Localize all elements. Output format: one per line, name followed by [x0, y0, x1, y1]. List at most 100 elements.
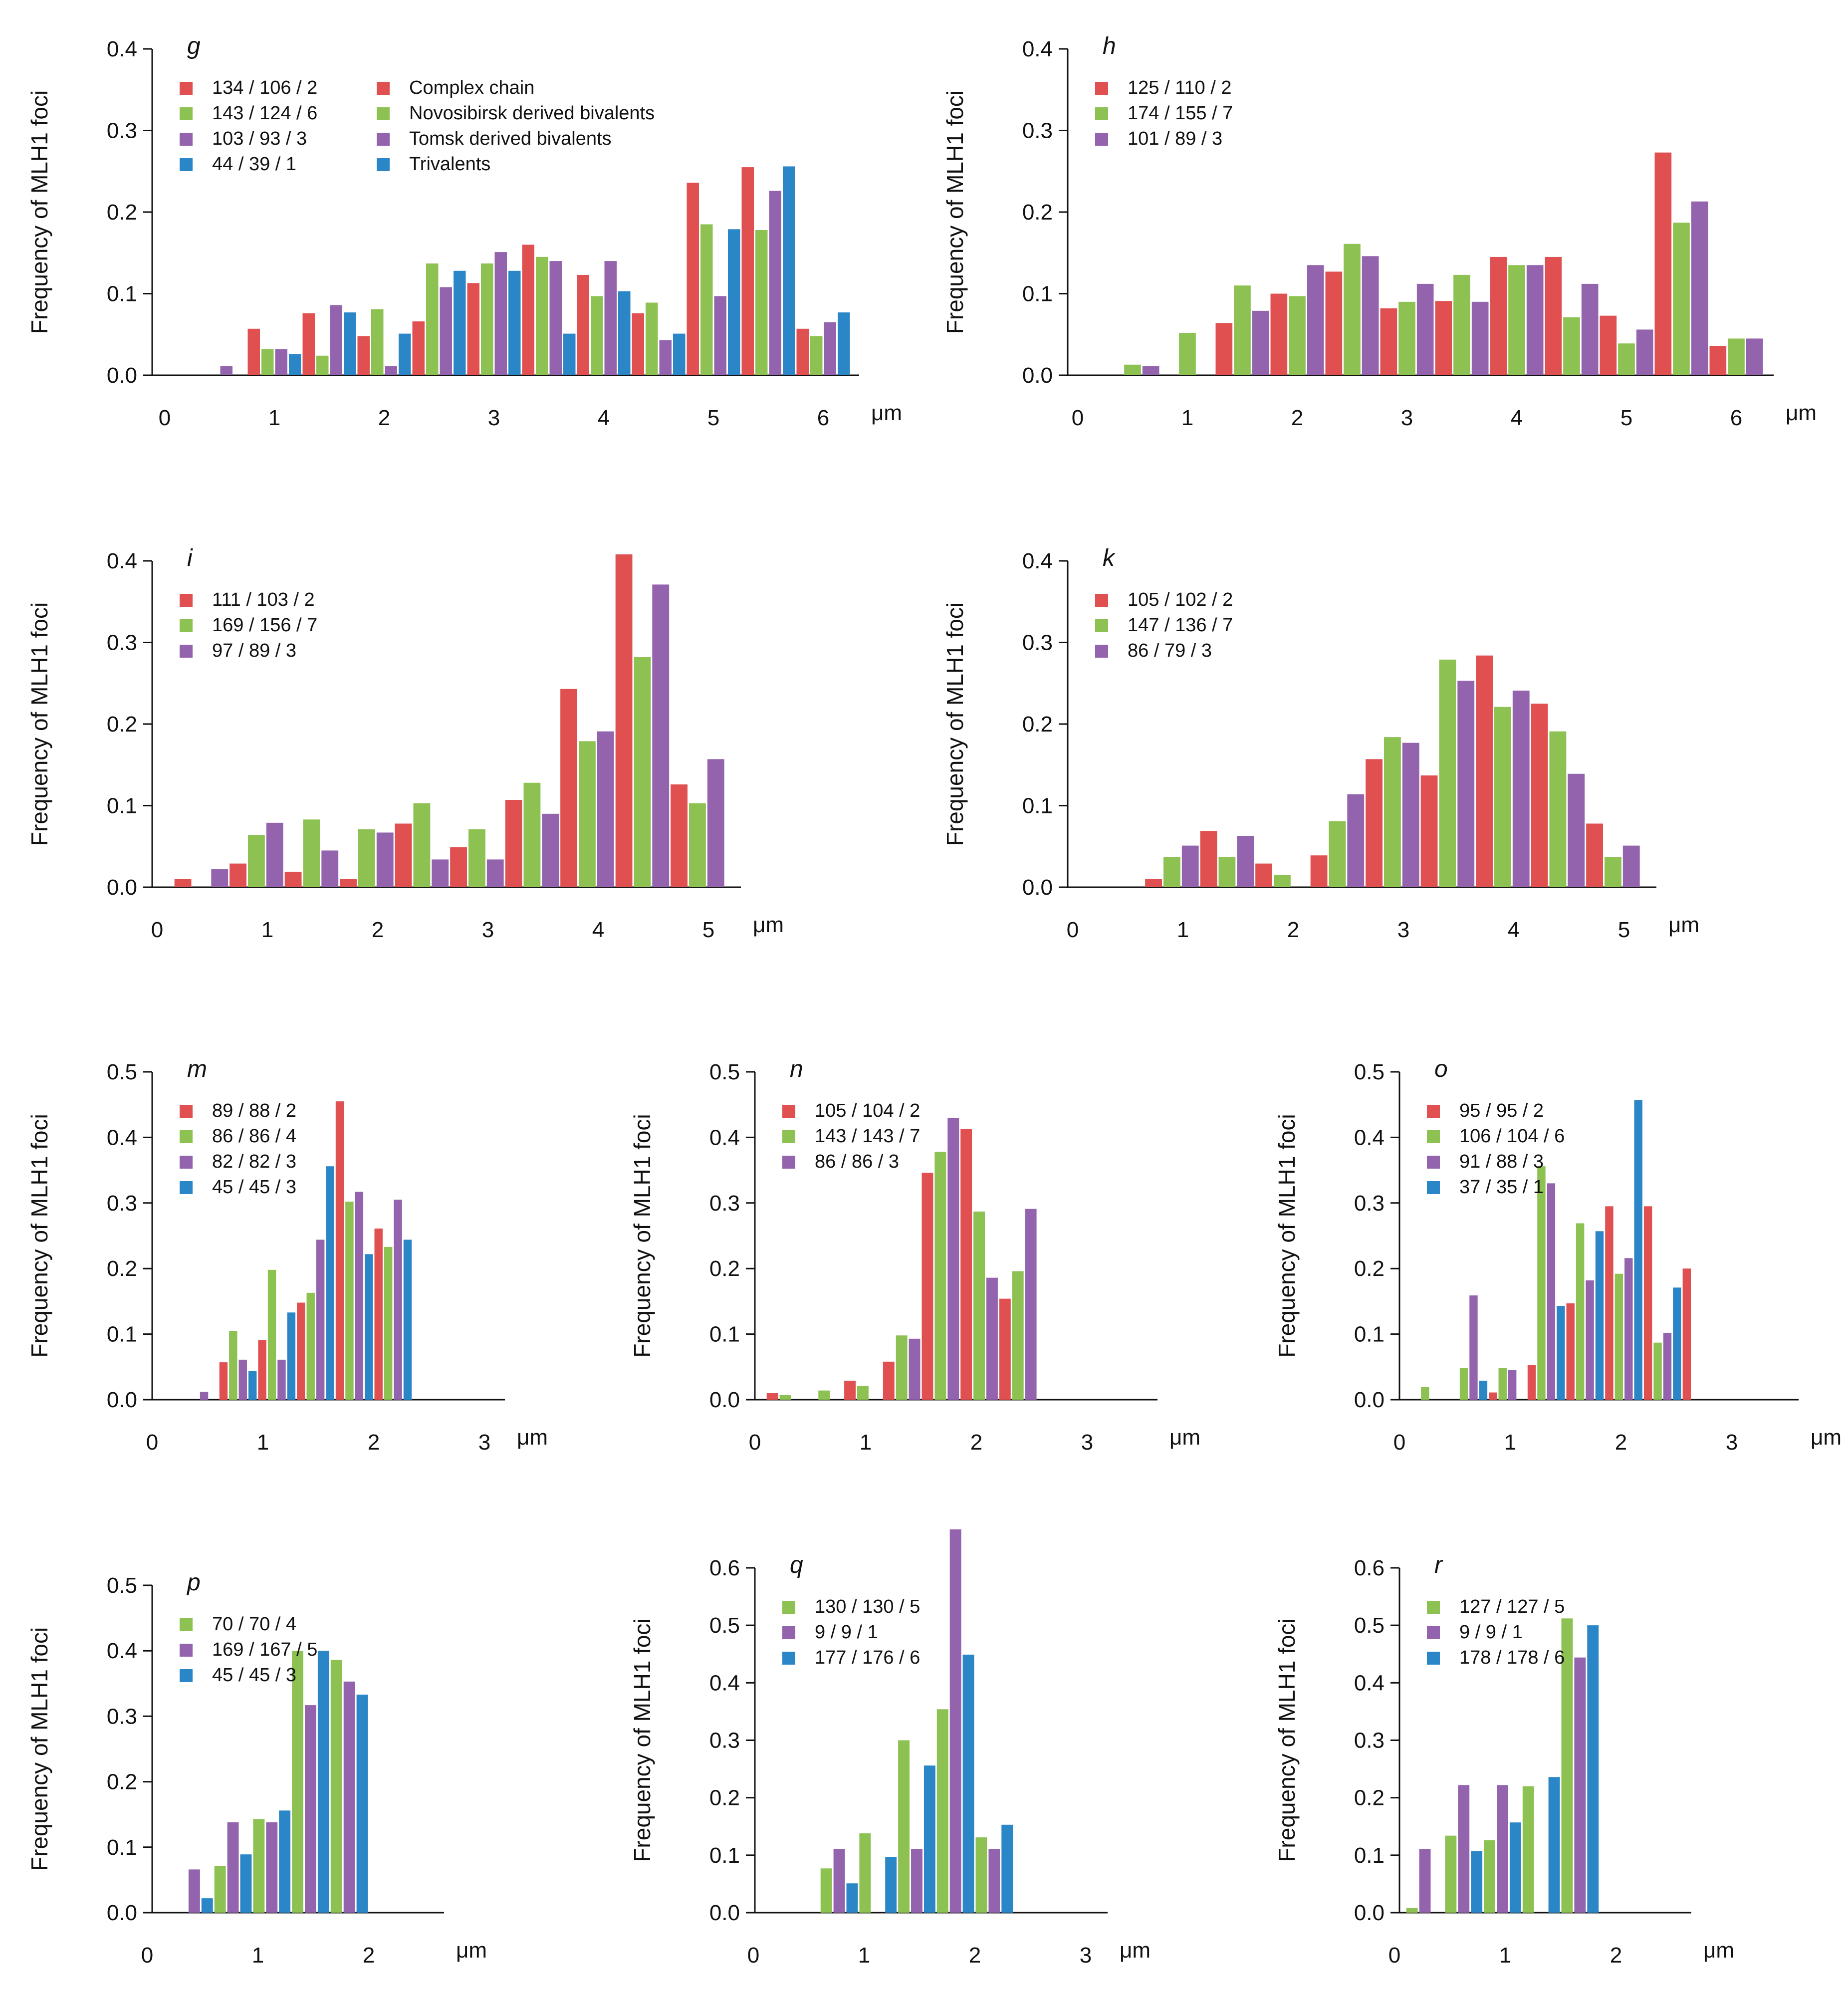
bar-red: [560, 689, 577, 887]
y-tick-label: 0.4: [1022, 37, 1053, 61]
bar-purple: [1402, 743, 1419, 887]
bar-purple: [266, 822, 283, 887]
bar-green: [536, 256, 548, 375]
y-tick-label: 0.1: [107, 282, 137, 306]
bar-red: [1325, 271, 1343, 375]
legend-entry: 174 / 155 / 7: [1128, 103, 1233, 124]
bar-red: [766, 1393, 778, 1400]
legend-swatch: [1095, 619, 1108, 632]
bar-purple: [833, 1849, 845, 1913]
legend-entry: 97 / 89 / 3: [212, 640, 296, 661]
x-tick-label: 3: [1397, 918, 1409, 942]
panel-o: 0.0 0.1 0.2 0.3 0.4 0.5 0 1 2 3 μm Frequency of MLH…: [1274, 1056, 1842, 1455]
bar-green: [1163, 857, 1180, 887]
x-tick-label: 2: [970, 1430, 982, 1455]
y-axis-title: Frequency of MLH1 foci: [1274, 1114, 1300, 1357]
bar-red: [1531, 704, 1548, 887]
bar-green: [896, 1335, 908, 1400]
bar-purple: [1457, 681, 1475, 887]
bar-blue: [1595, 1231, 1604, 1400]
y-tick-label: 0.3: [1022, 119, 1053, 143]
legend-entry: 177 / 176 / 6: [815, 1647, 920, 1668]
bar-purple: [321, 850, 339, 887]
legend-swatch: [180, 1105, 193, 1118]
x-unit-label: μm: [871, 401, 902, 425]
legend-group-swatch: [377, 107, 390, 120]
bar-red: [1270, 293, 1288, 375]
bar-blue: [1673, 1287, 1681, 1400]
x-tick-label: 2: [368, 1430, 380, 1455]
panel-q: 0.0 0.1 0.2 0.3 0.4 0.5 0.6 0 1 2 3 μm Frequency of …: [629, 1529, 1151, 1968]
bar-green: [973, 1211, 985, 1400]
x-tick-label: 5: [1620, 406, 1632, 430]
bar-purple: [211, 869, 229, 887]
legend-group-entry: Tomsk derived bivalents: [409, 128, 612, 149]
y-tick-label: 0.0: [1022, 875, 1053, 900]
bar-green: [1537, 1166, 1546, 1400]
bar-purple: [1574, 1657, 1586, 1913]
bar-blue: [289, 354, 301, 375]
panel-label: m: [187, 1056, 207, 1082]
bar-purple: [1512, 690, 1530, 887]
bar-green: [1549, 731, 1567, 887]
legend-entry: 169 / 167 / 5: [212, 1639, 317, 1660]
bar-blue: [1471, 1851, 1483, 1913]
y-tick-label: 0.1: [1022, 282, 1053, 306]
bar-red: [1643, 1206, 1652, 1400]
x-tick-label: 0: [151, 918, 163, 942]
bar-green: [1406, 1908, 1418, 1913]
legend-swatch: [180, 645, 193, 658]
y-tick-label: 0.2: [107, 712, 137, 737]
bar-green: [1576, 1223, 1585, 1400]
y-tick-label: 0.4: [107, 1639, 137, 1663]
x-tick-label: 3: [482, 918, 494, 942]
bar-green: [755, 230, 768, 375]
x-tick-label: 0: [747, 1943, 759, 1968]
bar-blue: [356, 1695, 368, 1913]
bar-purple: [549, 261, 562, 375]
y-tick-label: 0.4: [709, 1125, 740, 1150]
bar-blue: [1634, 1100, 1642, 1400]
x-tick-label: 4: [598, 406, 610, 430]
legend-swatch: [1095, 82, 1108, 95]
bar-blue: [673, 333, 686, 375]
bar-purple: [1142, 366, 1159, 375]
bar-purple: [1547, 1183, 1556, 1400]
bar-red: [615, 554, 633, 887]
bar-green: [1329, 821, 1346, 887]
bar-green: [253, 1819, 265, 1913]
bar-red: [844, 1380, 856, 1400]
bar-purple: [266, 1822, 278, 1913]
x-tick-label: 3: [488, 406, 500, 430]
y-tick-label: 0.3: [1354, 1729, 1385, 1753]
legend-swatch: [1427, 1626, 1440, 1639]
bar-purple: [1181, 845, 1199, 887]
legend-entry: 106 / 104 / 6: [1459, 1126, 1565, 1147]
bar-green: [898, 1740, 910, 1913]
bar-red: [1605, 1206, 1614, 1400]
bar-green: [1484, 1840, 1495, 1913]
legend-swatch: [180, 1130, 193, 1143]
legend-swatch: [782, 1626, 795, 1639]
y-tick-label: 0.3: [107, 1191, 137, 1216]
bar-green: [1604, 857, 1621, 887]
bar-purple: [1252, 310, 1269, 375]
bar-purple: [1568, 773, 1585, 887]
x-tick-label: 0: [749, 1430, 761, 1455]
panel-label: g: [187, 33, 201, 59]
x-tick-label: 0: [1067, 918, 1079, 942]
bar-red: [1435, 301, 1452, 375]
x-tick-label: 5: [707, 406, 719, 430]
bar-red: [1476, 655, 1493, 887]
x-tick-label: 4: [592, 918, 604, 942]
x-unit-label: μm: [1668, 913, 1699, 937]
bar-red: [1527, 1365, 1536, 1400]
y-tick-label: 0.1: [1354, 1843, 1385, 1868]
y-axis-title: Frequency of MLH1 foci: [26, 602, 52, 846]
legend-entry: 89 / 88 / 2: [212, 1100, 296, 1121]
y-tick-label: 0.6: [1354, 1556, 1385, 1580]
y-tick-label: 0.1: [107, 1835, 137, 1860]
bar-green: [1439, 659, 1456, 887]
bar-green: [1398, 301, 1415, 375]
bar-purple: [1663, 1332, 1672, 1400]
